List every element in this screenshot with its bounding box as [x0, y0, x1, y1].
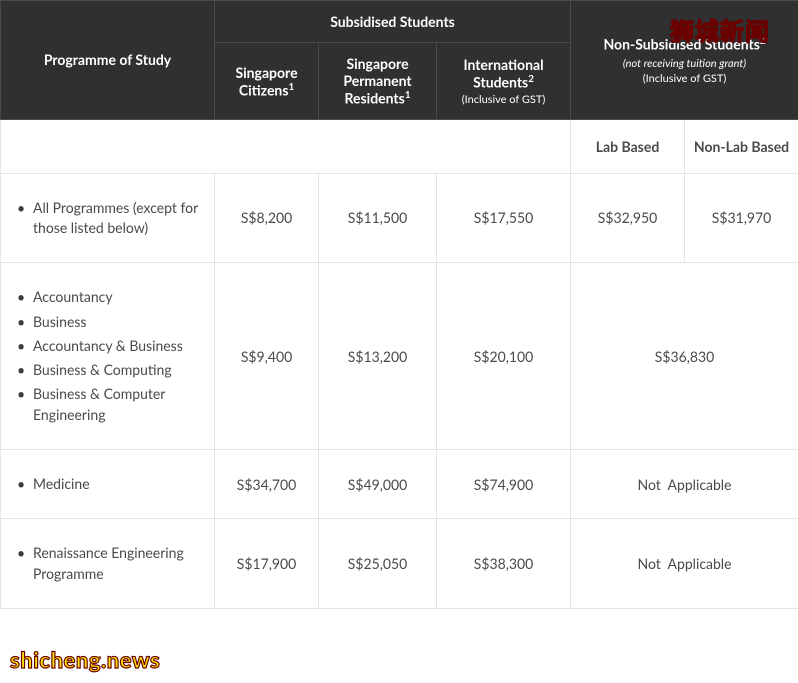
th-pr-sup: 1 — [405, 89, 411, 101]
th-intl: International Students2 (Inclusive of GS… — [437, 43, 571, 120]
programme-item: Business & Computer Engineering — [17, 384, 200, 425]
programme-cell: All Programmes (except for those listed … — [1, 173, 215, 263]
cell-lab: S$32,950 — [571, 173, 685, 263]
subheader-lab: Lab Based — [571, 119, 685, 173]
cell-citizens: S$34,700 — [215, 450, 319, 519]
programme-cell: Renaissance Engineering Programme — [1, 519, 215, 609]
programme-cell: Medicine — [1, 450, 215, 519]
table-row: Accountancy Business Accountancy & Busines… — [1, 263, 798, 450]
subheader-row: Lab Based Non-Lab Based — [1, 119, 798, 173]
th-citizens: Singapore Citizens1 — [215, 43, 319, 120]
programme-item: Business — [17, 312, 200, 332]
th-nonsub-note2: (Inclusive of GST) — [577, 72, 792, 85]
th-nonsubsidised: Non-Subsidised Students2 (not receiving … — [571, 1, 798, 120]
th-nonsub-note1: (not receiving tuition grant) — [577, 57, 792, 70]
programme-item: All Programmes (except for those listed … — [17, 198, 200, 239]
th-intl-sup: 2 — [528, 73, 534, 85]
programme-item: Medicine — [17, 474, 200, 494]
th-nonsub-label: Non-Subsidised Students — [603, 36, 759, 53]
cell-citizens: S$17,900 — [215, 519, 319, 609]
cell-nonsub-merged: S$36,830 — [571, 263, 798, 450]
th-citizens-sup: 1 — [288, 81, 294, 93]
cell-nonsub-merged: Not Applicable — [571, 519, 798, 609]
table-row: Medicine S$34,700S$49,000S$74,900Not Appl… — [1, 450, 798, 519]
th-intl-note: (Inclusive of GST) — [443, 93, 564, 106]
cell-intl: S$20,100 — [437, 263, 571, 450]
subheader-nonlab: Non-Lab Based — [685, 119, 798, 173]
cell-intl: S$38,300 — [437, 519, 571, 609]
fees-table: Programme of Study Subsidised Students N… — [0, 0, 798, 609]
th-programme: Programme of Study — [1, 1, 215, 120]
cell-intl: S$74,900 — [437, 450, 571, 519]
programme-item: Accountancy & Business — [17, 336, 200, 356]
th-subsidised-group: Subsidised Students — [215, 1, 571, 43]
cell-intl: S$17,550 — [437, 173, 571, 263]
watermark-bottom: shicheng.news — [10, 646, 160, 673]
table-row: All Programmes (except for those listed … — [1, 173, 798, 263]
cell-pr: S$13,200 — [319, 263, 437, 450]
cell-pr: S$25,050 — [319, 519, 437, 609]
cell-citizens: S$9,400 — [215, 263, 319, 450]
cell-pr: S$11,500 — [319, 173, 437, 263]
cell-nonlab: S$31,970 — [685, 173, 798, 263]
programme-item: Renaissance Engineering Programme — [17, 543, 200, 584]
programme-item: Business & Computing — [17, 360, 200, 380]
th-pr-label: Singapore Permanent Residents — [343, 55, 411, 107]
cell-nonsub-merged: Not Applicable — [571, 450, 798, 519]
subheader-blank — [1, 119, 571, 173]
th-nonsub-sup: 2 — [760, 35, 766, 47]
th-pr: Singapore Permanent Residents1 — [319, 43, 437, 120]
programme-cell: Accountancy Business Accountancy & Busines… — [1, 263, 215, 450]
cell-citizens: S$8,200 — [215, 173, 319, 263]
programme-item: Accountancy — [17, 287, 200, 307]
cell-pr: S$49,000 — [319, 450, 437, 519]
table-row: Renaissance Engineering Programme S$17,90… — [1, 519, 798, 609]
